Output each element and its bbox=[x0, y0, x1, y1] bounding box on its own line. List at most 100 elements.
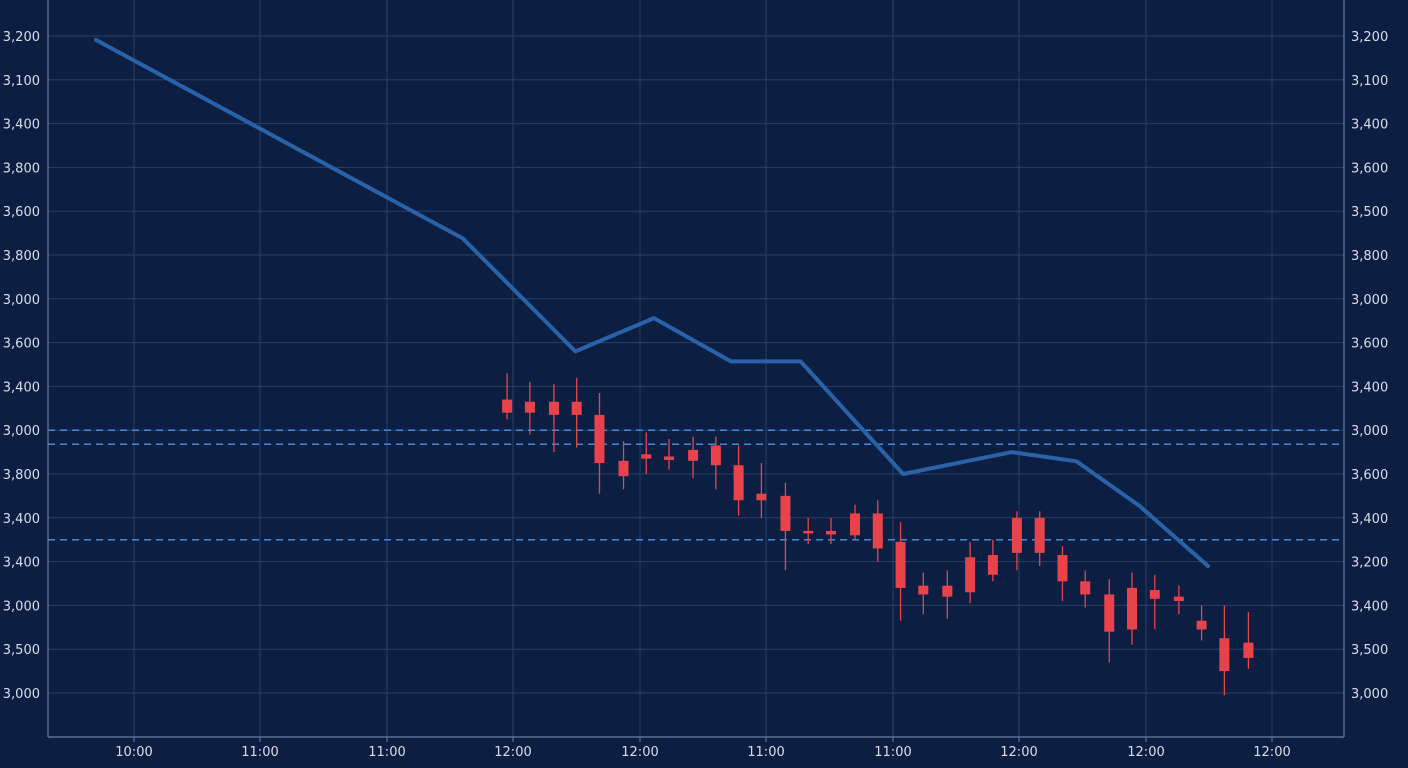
candle bbox=[548, 384, 559, 453]
candle-body bbox=[1243, 642, 1254, 658]
candle-body bbox=[1057, 555, 1068, 582]
candle bbox=[571, 377, 582, 448]
candle bbox=[1127, 572, 1138, 645]
y-tick-label-right: 3,400 bbox=[1351, 118, 1388, 133]
candle bbox=[733, 445, 744, 516]
y-tick-label-left: 3,400 bbox=[3, 380, 40, 395]
candle-body bbox=[618, 460, 629, 477]
candle bbox=[1011, 511, 1022, 571]
candle-body bbox=[895, 541, 906, 588]
y-tick-label-left: 3,000 bbox=[3, 424, 40, 439]
y-tick-label-right: 3,500 bbox=[1351, 205, 1388, 220]
y-tick-label-left: 3,800 bbox=[3, 468, 40, 483]
y-tick-label-right: 3,600 bbox=[1351, 468, 1388, 483]
y-tick-label-right: 3,000 bbox=[1351, 424, 1388, 439]
y-tick-label-left: 3,400 bbox=[3, 556, 40, 571]
candle-body bbox=[641, 454, 652, 459]
y-tick-label-right: 3,200 bbox=[1351, 30, 1388, 45]
candle-body bbox=[965, 557, 976, 593]
y-tick-label-left: 3,400 bbox=[3, 118, 40, 133]
candle bbox=[1034, 511, 1045, 566]
candle-body bbox=[594, 414, 605, 464]
candle bbox=[618, 441, 629, 490]
candle bbox=[942, 570, 953, 619]
candle-body bbox=[1127, 587, 1138, 630]
candle bbox=[1149, 574, 1160, 630]
y-tick-label-right: 3,000 bbox=[1351, 293, 1388, 308]
candle-body bbox=[1080, 581, 1091, 595]
candle-body bbox=[502, 399, 513, 413]
candle bbox=[872, 500, 883, 562]
y-tick-label-left: 3,000 bbox=[3, 599, 40, 614]
candle-body bbox=[1219, 638, 1230, 672]
candle bbox=[594, 392, 605, 494]
candle bbox=[803, 517, 814, 545]
x-tick-label: 11:00 bbox=[368, 745, 405, 760]
candle-body bbox=[780, 495, 791, 531]
candle-body bbox=[756, 493, 767, 501]
candle bbox=[1104, 579, 1115, 663]
y-tick-label-right: 3,800 bbox=[1351, 249, 1388, 264]
candle-body bbox=[1149, 590, 1160, 599]
candle bbox=[780, 482, 791, 571]
candle-body bbox=[571, 401, 582, 415]
candle-body bbox=[872, 513, 883, 549]
y-tick-label-left: 3,800 bbox=[3, 249, 40, 264]
y-tick-label-right: 3,400 bbox=[1351, 599, 1388, 614]
x-tick-label: 12:00 bbox=[1000, 745, 1037, 760]
candle-body bbox=[825, 530, 836, 535]
y-tick-label-right: 3,600 bbox=[1351, 161, 1388, 176]
candle bbox=[987, 539, 998, 582]
line-series-path bbox=[94, 37, 1210, 568]
y-tick-label-left: 3,000 bbox=[3, 687, 40, 702]
candle-body bbox=[524, 401, 535, 413]
reference-lines bbox=[48, 429, 1344, 541]
candlestick-series bbox=[502, 373, 1254, 696]
y-tick-label-right: 3,000 bbox=[1351, 687, 1388, 702]
candle-body bbox=[733, 465, 744, 501]
candle bbox=[664, 438, 675, 470]
candle bbox=[710, 436, 721, 490]
candle bbox=[825, 517, 836, 545]
y-tick-label-left: 3,400 bbox=[3, 512, 40, 527]
y-tick-label-left: 3,600 bbox=[3, 205, 40, 220]
y-tick-label-left: 3,200 bbox=[3, 30, 40, 45]
y-tick-label-right: 3,400 bbox=[1351, 380, 1388, 395]
candle bbox=[1057, 546, 1068, 602]
candle-body bbox=[1011, 517, 1022, 553]
candle-body bbox=[1196, 620, 1207, 630]
y-tick-label-right: 3,600 bbox=[1351, 337, 1388, 352]
candle-body bbox=[1034, 517, 1045, 553]
candle bbox=[524, 382, 535, 435]
y-tick-label-right: 3,500 bbox=[1351, 643, 1388, 658]
candle bbox=[895, 522, 906, 621]
candle-body bbox=[710, 445, 721, 466]
y-tick-label-left: 3,800 bbox=[3, 161, 40, 176]
candle bbox=[502, 373, 513, 420]
y-tick-label-left: 3,000 bbox=[3, 293, 40, 308]
candle bbox=[641, 432, 652, 474]
candle-body bbox=[942, 585, 953, 597]
candle-body bbox=[987, 555, 998, 575]
x-tick-label: 10:00 bbox=[115, 745, 152, 760]
candle bbox=[1080, 570, 1091, 608]
candle bbox=[756, 463, 767, 518]
x-tick-label: 12:00 bbox=[494, 745, 531, 760]
candle bbox=[1219, 605, 1230, 696]
x-tick-label: 12:00 bbox=[1253, 745, 1290, 760]
y-tick-label-left: 3,600 bbox=[3, 337, 40, 352]
candle bbox=[850, 504, 860, 540]
candle bbox=[1243, 611, 1254, 669]
tick-labels: 3,200 3,200 3,100 3,100 3,400 3,400 3,800 3,600… bbox=[3, 30, 1388, 760]
candle bbox=[965, 541, 976, 604]
candle-body bbox=[1104, 594, 1115, 632]
candle-body bbox=[850, 513, 860, 536]
x-tick-label: 12:00 bbox=[621, 745, 658, 760]
line-series bbox=[94, 37, 1210, 568]
candle bbox=[1173, 585, 1184, 615]
y-tick-label-left: 3,500 bbox=[3, 643, 40, 658]
x-tick-label: 11:00 bbox=[747, 745, 784, 760]
x-tick-label: 12:00 bbox=[1127, 745, 1164, 760]
